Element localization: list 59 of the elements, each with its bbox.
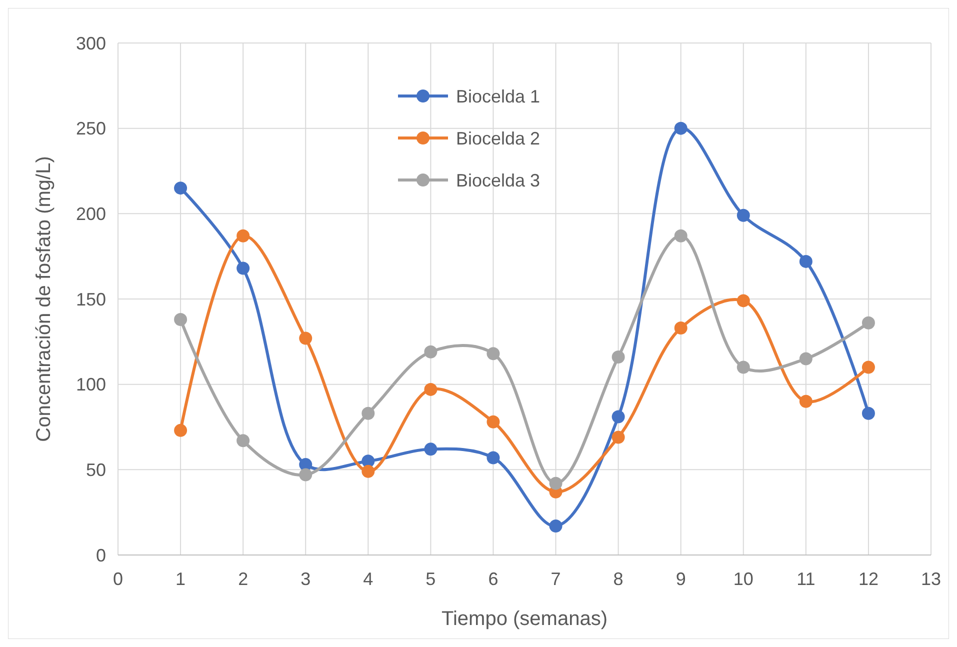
y-tick-label: 150 xyxy=(76,289,106,310)
point xyxy=(612,410,625,424)
point xyxy=(174,312,188,326)
point xyxy=(862,316,875,330)
point xyxy=(424,382,438,396)
legend-label: Biocelda 2 xyxy=(456,128,540,148)
x-tick-label: 6 xyxy=(488,569,498,589)
point xyxy=(549,519,562,532)
point xyxy=(799,352,812,366)
x-tick-label: 13 xyxy=(920,569,942,589)
point xyxy=(362,464,375,478)
x-tick-label: 2 xyxy=(238,569,248,589)
x-tick-label: 12 xyxy=(858,569,878,589)
x-tick-label: 10 xyxy=(733,569,754,589)
point xyxy=(799,394,812,408)
point xyxy=(674,122,688,135)
point xyxy=(299,468,312,482)
point xyxy=(486,347,500,360)
x-tick-label: 1 xyxy=(176,569,186,589)
y-tick-label: 0 xyxy=(96,545,106,566)
legend-label: Biocelda 1 xyxy=(456,86,540,106)
y-tick-label: 50 xyxy=(86,460,106,480)
x-tick-label: 4 xyxy=(363,569,374,589)
x-tick-label: 9 xyxy=(676,569,686,589)
point xyxy=(799,254,812,268)
point xyxy=(612,430,625,444)
point xyxy=(612,350,625,364)
y-tick-label: 250 xyxy=(76,118,106,139)
point xyxy=(549,476,562,490)
point xyxy=(174,424,188,437)
point xyxy=(736,294,750,308)
x-tick-label: 7 xyxy=(550,569,561,589)
point xyxy=(862,360,875,374)
point xyxy=(486,451,500,464)
x-tick-label: 8 xyxy=(613,569,624,589)
point xyxy=(736,208,750,222)
point xyxy=(862,406,875,420)
y-tick-label: 200 xyxy=(76,204,106,224)
x-tick-label: 0 xyxy=(112,569,124,589)
y-tick-label: 100 xyxy=(76,374,106,395)
legend-label: Biocelda 3 xyxy=(456,170,540,190)
point xyxy=(362,406,375,420)
point xyxy=(674,229,688,242)
point xyxy=(424,442,438,456)
point xyxy=(674,322,688,335)
y-axis-title: Concentración de fosfato (mg/L) xyxy=(33,156,55,442)
point xyxy=(424,345,438,358)
x-tick-label: 11 xyxy=(796,569,816,589)
point xyxy=(236,229,250,242)
point xyxy=(174,182,188,195)
point xyxy=(236,262,250,275)
point xyxy=(236,434,250,448)
x-tick-label: 5 xyxy=(426,569,436,589)
point xyxy=(486,415,500,428)
x-tick-label: 3 xyxy=(300,569,311,589)
x-axis-title: Tiempo (semanas) xyxy=(442,608,608,630)
point xyxy=(736,360,750,374)
point xyxy=(299,332,312,345)
y-tick-label: 300 xyxy=(76,33,106,54)
